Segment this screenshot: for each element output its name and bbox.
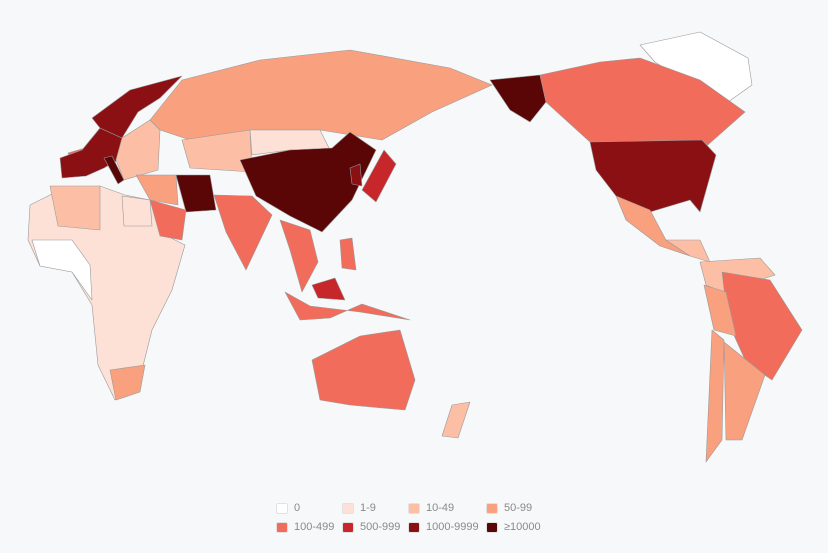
legend-swatch (276, 502, 288, 514)
region-korea[interactable] (349, 163, 363, 187)
region-malaysia[interactable] (311, 277, 346, 301)
legend-item-10000-plus[interactable]: ≥10000 (486, 521, 556, 533)
legend-item-500-999[interactable]: 500-999 (342, 521, 408, 533)
legend-swatch (342, 521, 354, 533)
region-central-america[interactable] (665, 239, 711, 263)
region-chile[interactable] (705, 329, 725, 463)
region-middle-east[interactable] (135, 174, 179, 206)
region-russia[interactable] (149, 49, 493, 141)
legend-item-50-99[interactable]: 50-99 (486, 502, 556, 514)
legend-item-10-49[interactable]: 10-49 (408, 502, 486, 514)
region-north-africa[interactable] (49, 185, 101, 231)
legend-item-0[interactable]: 0 (276, 502, 342, 514)
region-indonesia[interactable] (284, 291, 411, 321)
legend-swatch (408, 502, 420, 514)
region-scandinavia[interactable] (91, 75, 183, 139)
world-choropleth-map (27, 31, 803, 463)
region-canada[interactable] (539, 57, 746, 151)
region-southeast-asia[interactable] (279, 219, 319, 293)
region-india[interactable] (213, 194, 273, 271)
region-arabia[interactable] (149, 199, 187, 241)
region-japan[interactable] (361, 149, 397, 203)
region-usa[interactable] (589, 139, 717, 213)
region-west-africa[interactable] (31, 239, 93, 301)
legend-swatch (408, 521, 420, 533)
region-egypt[interactable] (121, 195, 153, 227)
legend: 0 1-9 10-49 50-99 100-499 500-999 1000-9… (276, 502, 556, 533)
region-china[interactable] (239, 131, 377, 233)
legend-item-1000-9999[interactable]: 1000-9999 (408, 521, 486, 533)
region-new-zealand[interactable] (441, 401, 471, 439)
region-philippines[interactable] (339, 237, 357, 271)
legend-swatch (342, 502, 354, 514)
region-australia[interactable] (311, 329, 416, 411)
region-south-africa[interactable] (109, 364, 146, 401)
legend-swatch (486, 521, 498, 533)
region-iran[interactable] (175, 174, 217, 213)
legend-swatch (486, 502, 498, 514)
region-argentina[interactable] (723, 341, 766, 441)
legend-swatch (276, 521, 288, 533)
legend-item-1-9[interactable]: 1-9 (342, 502, 408, 514)
legend-item-100-499[interactable]: 100-499 (276, 521, 342, 533)
region-peru[interactable] (703, 284, 737, 337)
region-alaska[interactable] (489, 74, 547, 123)
